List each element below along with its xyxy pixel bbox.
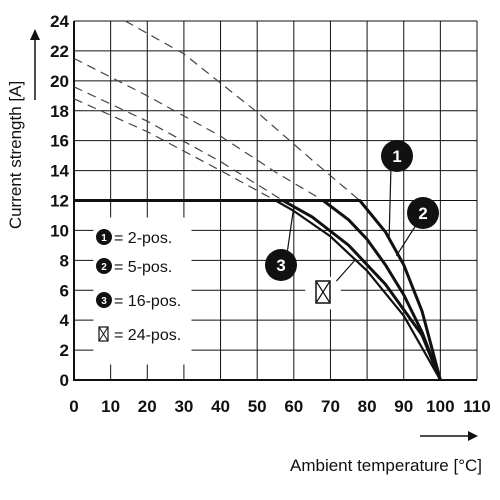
y-tick-label: 14 — [50, 162, 69, 181]
legend-label: = 16-pos. — [114, 293, 181, 310]
y-tick-label: 18 — [50, 102, 69, 121]
callout-marker-3-circle — [265, 249, 297, 281]
series-curve-4 — [74, 199, 442, 381]
x-tick-label: 110 — [463, 397, 490, 416]
legend-item: 1 = 2-pos. — [96, 229, 172, 247]
callout-marker-1: 1 — [381, 140, 413, 172]
x-axis-arrow-head — [468, 431, 478, 441]
y-tick-label: 16 — [50, 132, 69, 151]
legend-box — [93, 217, 192, 365]
legend-label: = 2-pos. — [114, 230, 172, 247]
crossed-box-icon-cross — [98, 326, 109, 342]
legend-item: 3 = 16-pos. — [96, 292, 181, 310]
legend-marker-number: 3 — [101, 296, 107, 307]
y-axis-arrow-head — [30, 29, 40, 40]
x-tick-label: 0 — [69, 397, 78, 416]
legend-marker-number: 1 — [101, 233, 107, 244]
callout-marker-2: 2 — [407, 197, 439, 229]
callout-marker-2-circle — [407, 197, 439, 229]
y-axis-title: Current strength [A] — [6, 81, 25, 229]
legend-marker-number: 2 — [101, 262, 107, 273]
x-tick-label: 50 — [248, 397, 267, 416]
crossed-box-icon-cross — [315, 280, 331, 304]
y-tick-label: 8 — [60, 251, 69, 270]
x-tick-label: 90 — [394, 397, 413, 416]
y-tick-label: 24 — [50, 12, 69, 31]
x-axis-title: Ambient temperature [°C] — [290, 456, 482, 475]
legend-label: = 24-pos. — [114, 327, 181, 344]
y-tick-label: 22 — [50, 42, 69, 61]
callout-marker-1-circle — [381, 140, 413, 172]
series-dashed-curve-2 — [73, 57, 324, 202]
legend-marker — [96, 258, 112, 274]
callout-marker-3: 3 — [265, 249, 297, 281]
x-tick-label: 30 — [174, 397, 193, 416]
y-tick-label: 2 — [60, 341, 69, 360]
y-tick-label: 0 — [60, 371, 69, 390]
x-tick-label: 60 — [284, 397, 303, 416]
y-tick-label: 12 — [50, 192, 69, 211]
legend-item: = 24-pos. — [98, 326, 181, 344]
x-tick-label: 20 — [138, 397, 157, 416]
callout-leader-2 — [395, 221, 419, 257]
x-tick-label: 80 — [358, 397, 377, 416]
series-dashed-curve-3 — [73, 86, 284, 202]
legend-marker — [96, 292, 112, 308]
legend: 1 = 2-pos. 2 = 5-pos. 3 = 16-pos. = 24-pos. — [93, 217, 192, 365]
callout-marker-3-number: 3 — [276, 256, 285, 275]
callout-marker-4 — [305, 275, 341, 311]
callout-marker-2-number: 2 — [418, 204, 427, 223]
x-tick-label: 70 — [321, 397, 340, 416]
y-tick-label: 6 — [60, 281, 69, 300]
y-tick-label: 10 — [50, 221, 69, 240]
x-tick-label: 10 — [101, 397, 120, 416]
callout-leader-3 — [286, 206, 295, 255]
legend-item: 2 = 5-pos. — [96, 258, 172, 276]
x-tick-label: 100 — [426, 397, 454, 416]
y-tick-label: 4 — [60, 311, 70, 330]
legend-marker — [96, 229, 112, 245]
series-curve-3 — [74, 199, 442, 381]
legend-label: = 5-pos. — [114, 259, 172, 276]
callout-marker-1-number: 1 — [392, 147, 401, 166]
series-dashed-curve-4 — [73, 98, 276, 202]
callout-leader-1 — [388, 165, 392, 240]
x-tick-label: 40 — [211, 397, 230, 416]
y-tick-label: 20 — [50, 72, 69, 91]
series-curve-2 — [74, 199, 442, 381]
